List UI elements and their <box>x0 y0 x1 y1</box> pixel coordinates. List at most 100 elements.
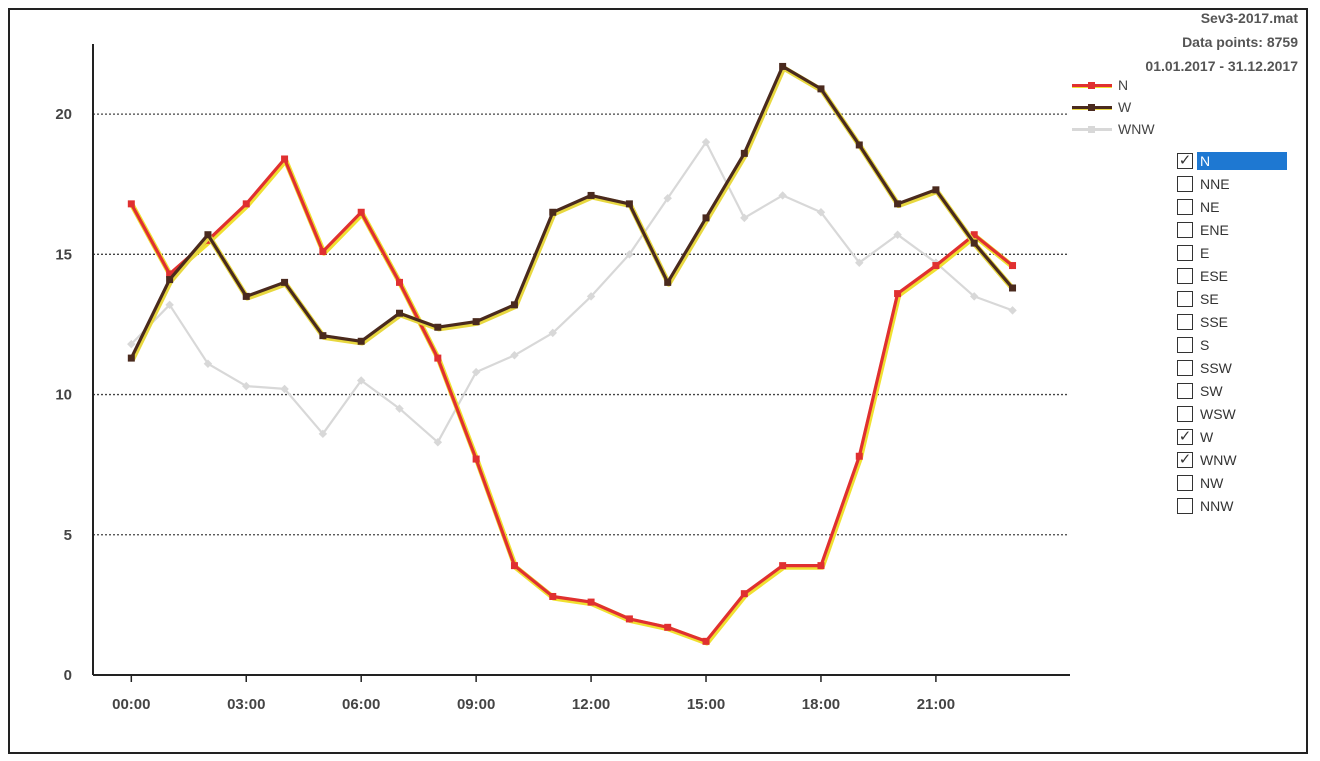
legend-label: N <box>1118 77 1129 93</box>
data-point-N <box>702 637 710 645</box>
data-point-N <box>510 562 518 570</box>
data-point-W <box>779 62 787 70</box>
direction-item-sse[interactable]: SSE <box>1177 310 1287 333</box>
data-points-count: Data points: 8759 <box>1182 34 1298 50</box>
data-point-N <box>357 208 365 216</box>
data-point-N <box>740 590 748 598</box>
direction-item-nnw[interactable]: NNW <box>1177 494 1287 517</box>
date-range: 01.01.2017 - 31.12.2017 <box>1145 58 1298 74</box>
direction-label: E <box>1200 244 1210 261</box>
data-point-W <box>894 200 902 208</box>
data-point-WNW <box>855 258 864 267</box>
y-tick-label: 5 <box>64 527 72 544</box>
data-point-W <box>472 318 480 326</box>
data-point-N <box>242 200 250 208</box>
data-point-N <box>625 615 633 623</box>
direction-item-wsw[interactable]: WSW <box>1177 402 1287 425</box>
legend-item-W: W <box>1072 96 1155 118</box>
data-point-W <box>242 292 250 300</box>
direction-item-ese[interactable]: ESE <box>1177 264 1287 287</box>
direction-checkbox[interactable] <box>1177 497 1193 514</box>
direction-item-ene[interactable]: ENE <box>1177 218 1287 241</box>
x-tick-label: 06:00 <box>342 696 380 713</box>
data-point-W <box>357 337 365 345</box>
data-point-WNW <box>1008 306 1017 315</box>
direction-checkbox[interactable] <box>1177 382 1193 399</box>
data-point-N <box>664 623 672 631</box>
data-point-WNW <box>433 437 443 447</box>
direction-item-ssw[interactable]: SSW <box>1177 356 1287 379</box>
legend-swatch <box>1072 80 1112 90</box>
direction-item-w[interactable]: ✓ W <box>1177 425 1287 448</box>
direction-checkbox[interactable] <box>1177 290 1193 307</box>
data-point-N <box>549 592 557 600</box>
data-point-W <box>1009 284 1017 292</box>
direction-checkbox[interactable]: ✓ <box>1177 151 1193 169</box>
direction-checkbox[interactable] <box>1177 313 1193 330</box>
direction-checkbox[interactable] <box>1177 198 1193 215</box>
x-tick-label: 00:00 <box>112 696 150 713</box>
axes: 0 5 10 15 20 00:00 03:00 06:00 09:00 12:00 15:00 18… <box>55 44 1070 713</box>
data-point-W <box>932 186 940 194</box>
direction-label: ESE <box>1200 267 1229 284</box>
y-tick-label: 0 <box>64 667 72 684</box>
direction-checkbox[interactable] <box>1177 267 1193 284</box>
direction-label: W <box>1200 428 1214 445</box>
direction-checkbox[interactable]: ✓ <box>1177 450 1193 468</box>
data-point-W <box>587 191 595 199</box>
data-point-WNW <box>318 429 328 439</box>
data-point-N <box>932 262 940 270</box>
direction-item-nne[interactable]: NNE <box>1177 172 1287 195</box>
legend-label: W <box>1118 99 1132 115</box>
direction-checkbox[interactable] <box>1177 336 1193 353</box>
direction-label: S <box>1200 336 1210 353</box>
direction-item-nw[interactable]: NW <box>1177 471 1287 494</box>
direction-label: SSE <box>1200 313 1229 330</box>
direction-item-n[interactable]: ✓ N <box>1177 149 1287 172</box>
direction-item-sw[interactable]: SW <box>1177 379 1287 402</box>
series-line-N <box>129 157 1014 643</box>
data-point-WNW <box>471 367 481 377</box>
legend-label: WNW <box>1118 121 1155 137</box>
file-name: Sev3-2017.mat <box>1200 10 1298 26</box>
data-point-W <box>319 332 327 340</box>
direction-label: SE <box>1200 290 1219 307</box>
series-shadow-N <box>129 157 1016 646</box>
x-tick-label: 18:00 <box>802 696 840 713</box>
x-tick-label: 15:00 <box>687 696 725 713</box>
direction-label: NE <box>1200 198 1220 215</box>
data-point-W <box>970 239 978 247</box>
direction-checkbox[interactable]: ✓ <box>1177 427 1193 445</box>
data-point-W <box>855 141 863 149</box>
direction-item-se[interactable]: SE <box>1177 287 1287 310</box>
direction-checkbox[interactable] <box>1177 175 1193 192</box>
data-point-WNW <box>127 339 136 349</box>
series-line-WNW <box>130 141 1013 444</box>
direction-checkbox[interactable] <box>1177 359 1193 376</box>
data-point-N <box>855 452 863 460</box>
data-point-W <box>817 85 825 93</box>
direction-checkbox-list: ✓ N NNE NE ENE E ESE SE SSE S SSW SW WSW ✓ W ✓ WNW NW NNW <box>1177 149 1287 517</box>
series-shadow-W <box>129 65 1016 361</box>
direction-checkbox[interactable] <box>1177 244 1193 261</box>
x-tick-label: 12:00 <box>572 696 610 713</box>
data-point-N <box>396 278 404 286</box>
direction-item-e[interactable]: E <box>1177 241 1287 264</box>
data-point-WNW <box>778 191 787 200</box>
direction-label: SSW <box>1200 359 1232 376</box>
data-point-N <box>817 562 825 570</box>
x-tick-label: 09:00 <box>457 696 495 713</box>
data-point-WNW <box>242 381 251 391</box>
direction-checkbox[interactable] <box>1177 221 1193 238</box>
data-point-W <box>625 200 633 208</box>
direction-checkbox[interactable] <box>1177 405 1193 422</box>
direction-item-wnw[interactable]: ✓ WNW <box>1177 448 1287 471</box>
data-point-W <box>396 309 404 317</box>
direction-checkbox[interactable] <box>1177 474 1193 491</box>
data-point-N <box>434 354 442 362</box>
direction-item-ne[interactable]: NE <box>1177 195 1287 218</box>
direction-item-s[interactable]: S <box>1177 333 1287 356</box>
data-point-N <box>894 290 902 298</box>
data-point-W <box>510 301 518 309</box>
